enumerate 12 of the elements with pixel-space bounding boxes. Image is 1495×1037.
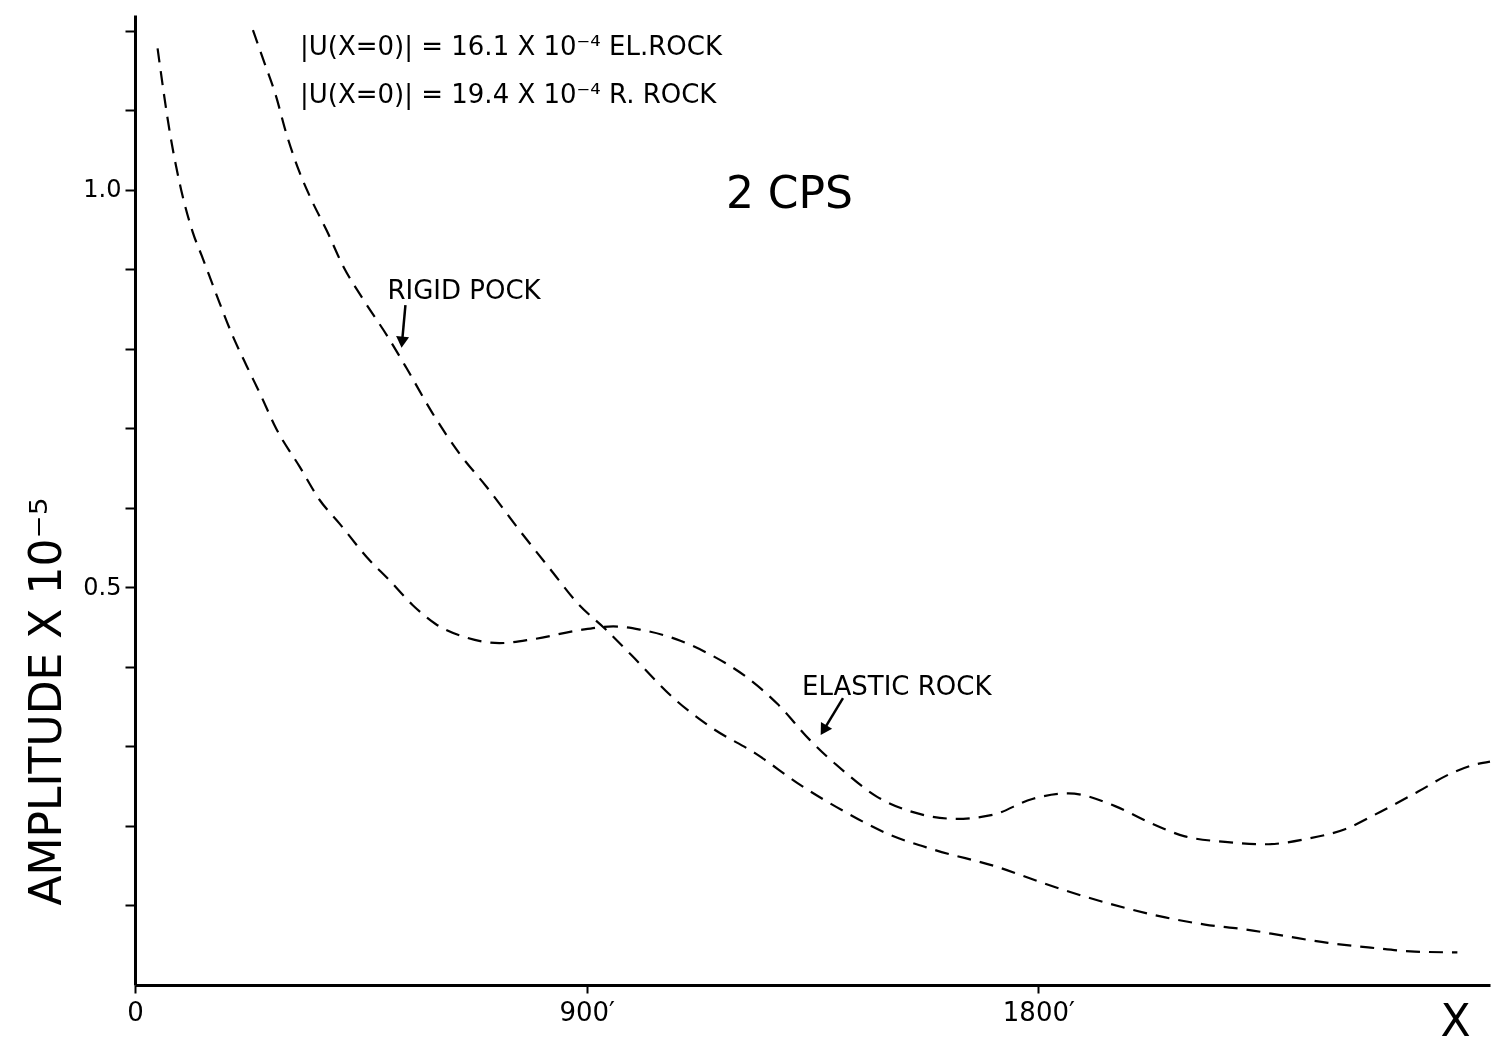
x-tick-label: 0: [127, 996, 144, 1027]
x-axis-title: X: [1440, 994, 1471, 1037]
x-tick-label: 900′: [559, 996, 616, 1027]
y-axis-title: AMPLITUDE X 10⁻⁵: [19, 497, 71, 906]
y-tick-label: 1.0: [83, 175, 122, 204]
annotation: |U(X=0)| = 19.4 X 10⁻⁴ R. ROCK: [300, 79, 718, 110]
series-label: RIGID POCK: [387, 275, 542, 306]
y-tick-label: 0.5: [83, 572, 122, 601]
annotation: |U(X=0)| = 16.1 X 10⁻⁴ EL.ROCK: [300, 31, 723, 62]
series-label: ELASTIC ROCK: [801, 671, 993, 702]
x-tick-label: 1800′: [1002, 996, 1075, 1027]
text: 2 CPS: [725, 167, 854, 218]
